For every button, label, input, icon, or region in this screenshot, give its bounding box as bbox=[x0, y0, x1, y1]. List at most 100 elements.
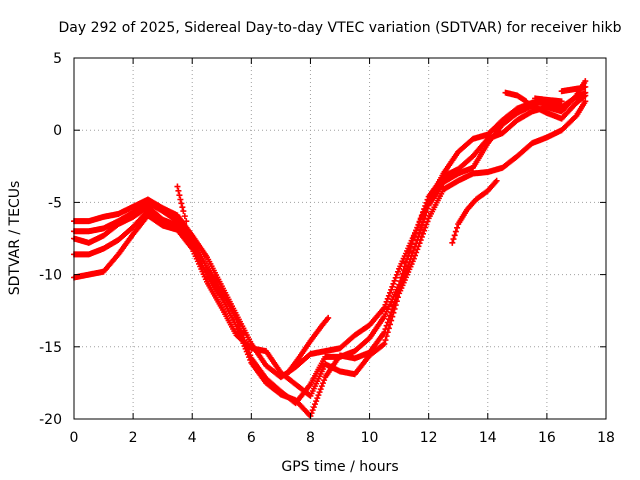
y-tick-label: 5 bbox=[53, 51, 62, 67]
series-track-2 bbox=[71, 78, 589, 407]
data-point bbox=[449, 239, 456, 246]
data-point bbox=[309, 407, 316, 414]
data-point bbox=[380, 341, 387, 348]
y-tick-label: -10 bbox=[39, 268, 62, 284]
data-point bbox=[178, 200, 185, 207]
data-point bbox=[413, 227, 420, 234]
data-point bbox=[415, 243, 422, 250]
data-point bbox=[406, 248, 413, 255]
data-point bbox=[450, 236, 457, 243]
y-axis-title: SDTVAR / TECUs bbox=[7, 181, 23, 296]
x-tick-label: 4 bbox=[188, 430, 197, 446]
data-point bbox=[174, 183, 181, 190]
data-point bbox=[410, 255, 417, 262]
data-point bbox=[581, 93, 588, 100]
chart-title: Day 292 of 2025, Sidereal Day-to-day VTE… bbox=[59, 20, 622, 36]
data-point bbox=[424, 218, 431, 225]
x-tick-label: 10 bbox=[361, 430, 379, 446]
x-tick-label: 8 bbox=[306, 430, 315, 446]
x-tick-label: 16 bbox=[538, 430, 556, 446]
data-point bbox=[319, 380, 326, 387]
data-point bbox=[414, 224, 421, 231]
data-point bbox=[179, 204, 186, 211]
data-point bbox=[317, 386, 324, 393]
data-point bbox=[382, 337, 389, 344]
data-point bbox=[582, 78, 589, 85]
data-point bbox=[308, 410, 315, 417]
data-point bbox=[383, 333, 390, 340]
x-tick-label: 18 bbox=[597, 430, 615, 446]
plot-frame bbox=[73, 57, 607, 420]
data-point bbox=[316, 389, 323, 396]
data-point bbox=[389, 283, 396, 290]
data-point bbox=[391, 305, 398, 312]
data-point bbox=[416, 218, 423, 225]
series-segment-b bbox=[283, 314, 332, 378]
data-point bbox=[423, 209, 430, 216]
data-point bbox=[419, 219, 426, 226]
data-point bbox=[393, 298, 400, 305]
data-point bbox=[419, 230, 426, 237]
data-point bbox=[385, 325, 392, 332]
data-point bbox=[318, 383, 325, 390]
x-tick-label: 6 bbox=[247, 430, 256, 446]
x-tick-label: 0 bbox=[70, 430, 79, 446]
data-point bbox=[310, 404, 317, 411]
series-track-1 bbox=[71, 89, 589, 381]
series-segment-c bbox=[449, 177, 500, 246]
data-point bbox=[422, 224, 429, 231]
data-point bbox=[416, 229, 423, 236]
data-point bbox=[417, 226, 424, 233]
data-point bbox=[390, 280, 397, 287]
data-point bbox=[183, 218, 190, 225]
data-point bbox=[315, 392, 322, 399]
data-point bbox=[313, 398, 320, 405]
series-segment-d bbox=[502, 89, 530, 105]
data-point bbox=[176, 192, 183, 199]
data-point bbox=[417, 237, 424, 244]
data-point bbox=[394, 268, 401, 275]
y-tick-label: -15 bbox=[39, 340, 62, 356]
grid bbox=[74, 58, 606, 419]
data-point bbox=[582, 92, 589, 99]
data-point bbox=[421, 227, 428, 234]
data-point bbox=[423, 221, 430, 228]
data-markers bbox=[71, 78, 589, 420]
data-point bbox=[418, 222, 425, 229]
data-point bbox=[416, 240, 423, 247]
data-point bbox=[394, 294, 401, 301]
data-point bbox=[452, 228, 459, 235]
data-point bbox=[393, 271, 400, 278]
data-point bbox=[523, 98, 530, 105]
x-tick-label: 2 bbox=[129, 430, 138, 446]
data-point bbox=[314, 395, 321, 402]
data-point bbox=[493, 177, 500, 184]
data-point bbox=[175, 187, 182, 194]
data-point bbox=[409, 237, 416, 244]
data-point bbox=[385, 292, 392, 299]
data-point bbox=[381, 304, 388, 311]
series-segment-e bbox=[532, 95, 565, 105]
series-segment-a bbox=[174, 183, 190, 225]
data-point bbox=[451, 232, 458, 239]
data-point bbox=[325, 314, 332, 321]
data-point bbox=[413, 249, 420, 256]
data-point bbox=[392, 302, 399, 309]
data-point bbox=[181, 213, 188, 220]
data-point bbox=[159, 216, 166, 223]
data-point bbox=[582, 83, 589, 90]
y-tick-label: 0 bbox=[53, 123, 62, 139]
data-point bbox=[408, 241, 415, 248]
data-point bbox=[418, 233, 425, 240]
data-point bbox=[558, 98, 565, 105]
series-track-4 bbox=[71, 98, 589, 399]
data-point bbox=[392, 274, 399, 281]
data-point bbox=[414, 246, 421, 253]
tick-labels: 0 2 4 6 8 10 12 14 16 18 -20 -15 -10 -5 0 5 bbox=[39, 51, 615, 446]
data-point bbox=[384, 329, 391, 336]
x-tick-label: 14 bbox=[479, 430, 497, 446]
data-point bbox=[387, 321, 394, 328]
data-point bbox=[412, 230, 419, 237]
